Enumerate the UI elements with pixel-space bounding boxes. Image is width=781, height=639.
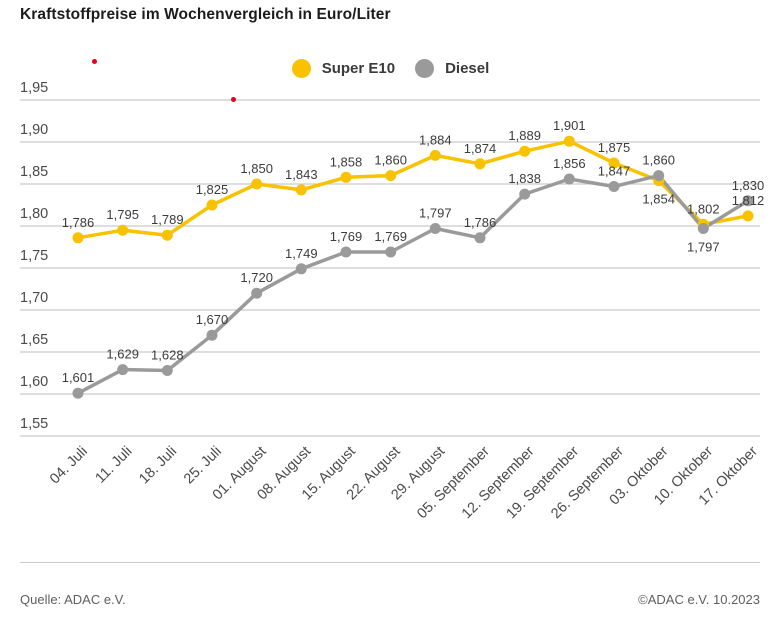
data-point-label: 1,856	[553, 156, 586, 171]
data-point-label: 1,838	[508, 171, 541, 186]
data-point-marker	[429, 223, 441, 234]
fuel-price-line-chart: 1,95 1,90 1,85 1,80 1,75 1,70 1,65 1,60 1,55 04. …	[20, 80, 765, 522]
data-point-marker	[697, 223, 709, 234]
data-point-label: 1,858	[330, 154, 363, 169]
data-point-marker	[519, 188, 531, 200]
data-point-label: 1,786	[464, 215, 497, 230]
data-point-marker	[117, 364, 129, 376]
y-gridlines-and-labels: 1,95 1,90 1,85 1,80 1,75 1,70 1,65 1,60 1,55	[20, 80, 760, 437]
source-credit: Quelle: ADAC e.V.	[20, 592, 126, 607]
data-point-marker	[117, 224, 129, 236]
y-tick-label: 1,65	[20, 332, 48, 348]
legend: Super E10 Diesel	[0, 59, 781, 78]
data-point-label: 1,850	[240, 161, 273, 176]
series-value-labels-diesel: 1,601 1,629 1,628 1,670 1,720 1,749 1,769 1,769…	[62, 153, 765, 386]
data-point-label: 1,812	[732, 193, 765, 208]
data-point-label: 1,830	[732, 178, 765, 193]
data-point-marker	[742, 210, 754, 222]
diesel-swatch-icon	[415, 59, 435, 78]
data-point-label: 1,901	[553, 118, 586, 133]
data-point-marker	[474, 158, 486, 170]
legend-label-super-e10: Super E10	[321, 60, 396, 77]
data-point-marker	[563, 173, 575, 185]
data-point-label: 1,875	[598, 140, 631, 155]
y-tick-label: 1,90	[20, 122, 48, 138]
data-point-label: 1,854	[642, 192, 675, 207]
series-line-diesel	[76, 173, 750, 395]
series-line-super-e10	[76, 139, 750, 240]
data-point-label: 1,720	[240, 270, 273, 285]
footer-divider	[20, 562, 760, 563]
data-point-label: 1,797	[687, 240, 720, 255]
data-point-marker	[161, 365, 173, 376]
data-point-marker	[251, 287, 263, 299]
series-markers-super-e10	[72, 135, 754, 244]
data-point-label: 1,802	[687, 201, 720, 216]
y-tick-label: 1,85	[20, 164, 48, 180]
y-tick-label: 1,60	[20, 374, 48, 390]
data-point-label: 1,825	[196, 182, 229, 197]
data-point-marker	[161, 229, 173, 241]
y-tick-label: 1,70	[20, 290, 48, 306]
data-point-label: 1,769	[330, 229, 363, 244]
super-e10-swatch-icon	[291, 59, 311, 78]
data-point-label: 1,749	[285, 246, 318, 261]
legend-item-diesel: Diesel	[415, 59, 489, 78]
copyright-notice: ©ADAC e.V. 10.2023	[638, 592, 760, 607]
data-point-marker	[519, 145, 531, 157]
data-point-label: 1,769	[374, 229, 407, 244]
data-point-marker	[72, 387, 84, 399]
data-point-label: 1,795	[106, 207, 139, 222]
data-point-marker	[385, 170, 397, 182]
data-point-marker	[429, 149, 441, 161]
series-markers-diesel	[72, 170, 754, 399]
data-point-marker	[653, 170, 665, 182]
data-point-label: 1,860	[642, 153, 675, 168]
data-point-marker	[206, 329, 218, 341]
data-point-marker	[251, 178, 263, 190]
data-point-label: 1,797	[419, 206, 452, 221]
data-point-marker	[563, 135, 575, 147]
data-point-marker	[206, 199, 218, 211]
data-point-marker	[608, 157, 620, 169]
data-point-marker	[295, 184, 307, 196]
x-tick-label: 11. Juli	[92, 444, 135, 487]
x-tick-label: 25. Juli	[181, 444, 225, 488]
data-point-label: 1,789	[151, 212, 184, 227]
y-tick-label: 1,75	[20, 248, 48, 264]
data-point-label: 1,860	[374, 153, 407, 168]
data-point-label: 1,843	[285, 167, 318, 182]
data-point-label: 1,884	[419, 132, 452, 147]
series-value-labels-super-e10: 1,786 1,795 1,789 1,825 1,850 1,843 1,858 1,860…	[62, 118, 765, 230]
red-dot-1-icon	[92, 59, 97, 64]
data-point-marker	[340, 171, 352, 183]
data-point-label: 1,786	[62, 215, 95, 230]
data-point-label: 1,601	[62, 370, 95, 385]
data-point-label: 1,889	[508, 128, 541, 143]
data-point-marker	[295, 263, 307, 275]
y-tick-label: 1,95	[20, 80, 48, 96]
y-tick-label: 1,80	[20, 206, 48, 222]
data-point-marker	[608, 181, 620, 192]
data-point-label: 1,847	[598, 164, 631, 179]
x-tick-label: 04. Juli	[47, 444, 91, 488]
data-point-label: 1,874	[464, 141, 497, 156]
page-title: Kraftstoffpreise im Wochenvergleich in E…	[20, 6, 391, 23]
data-point-label: 1,628	[151, 348, 184, 363]
red-dot-2-icon	[231, 97, 236, 102]
y-tick-label: 1,55	[20, 416, 48, 432]
data-point-marker	[474, 232, 486, 244]
data-point-marker	[72, 232, 84, 244]
data-point-marker	[742, 195, 754, 207]
legend-item-super-e10: Super E10	[291, 59, 396, 78]
legend-label-diesel: Diesel	[445, 60, 490, 77]
data-point-marker	[385, 246, 397, 258]
data-point-marker	[340, 246, 352, 258]
data-point-label: 1,629	[106, 347, 139, 362]
x-tick-label: 18. Juli	[136, 444, 180, 488]
data-point-label: 1,670	[196, 312, 229, 327]
